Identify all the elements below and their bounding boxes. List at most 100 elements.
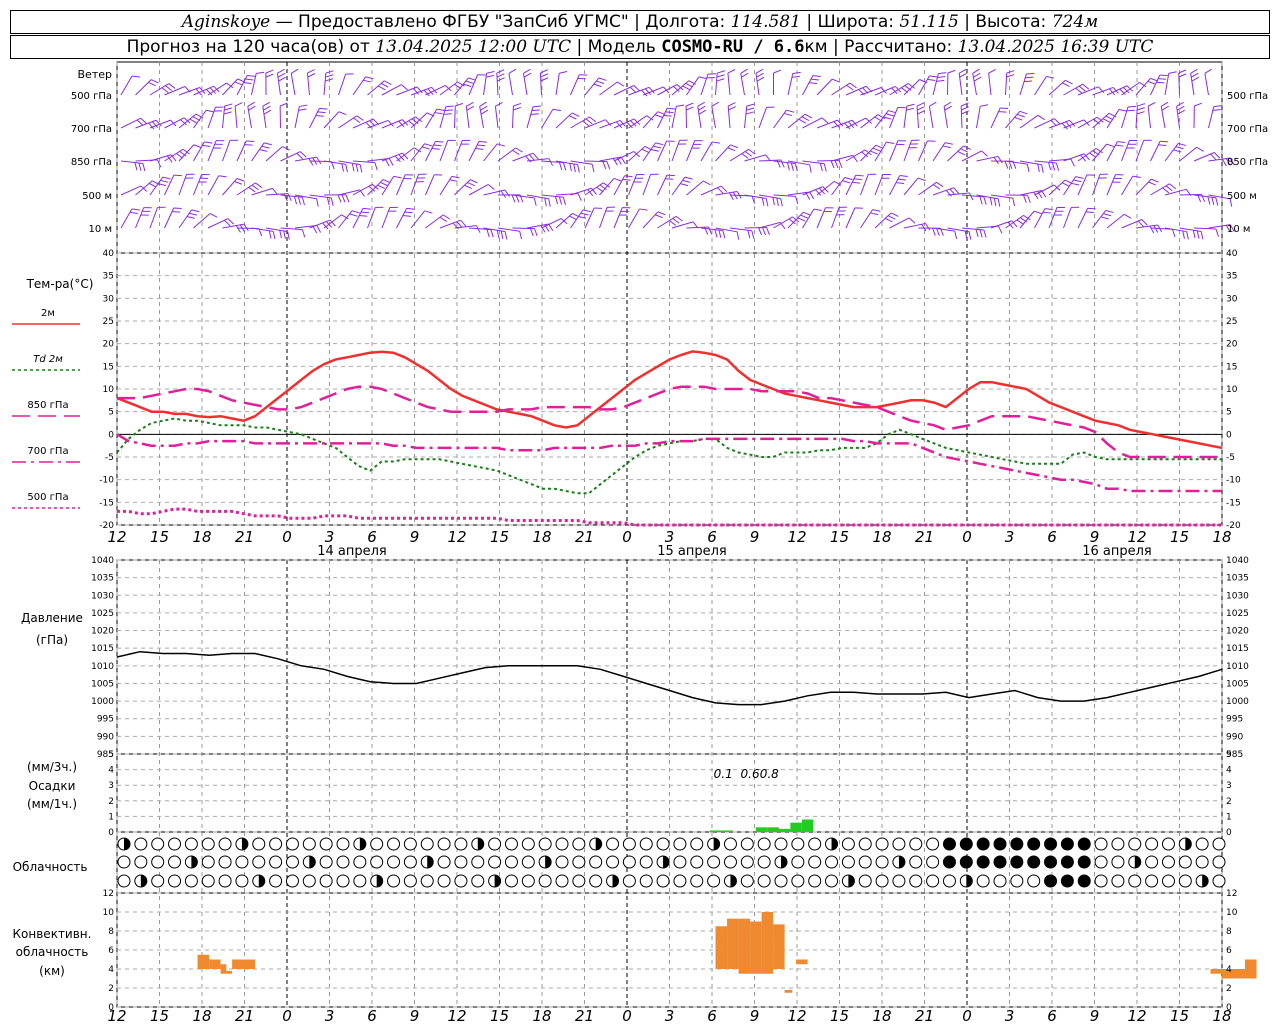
wind-barb-feather [936,227,940,236]
cloud-symbol [723,855,737,869]
conv-unit: (км) [39,964,65,978]
wind-barb [918,75,930,96]
cloud-circle [1010,837,1024,851]
wind-barb-feather [1173,149,1182,153]
wind-barb [1048,79,1066,96]
wind-barb-feather [961,110,970,115]
wind-barb-feather [832,78,840,83]
wind-barb-feather [960,148,969,153]
wind-barb-feather [532,105,541,108]
wind-barb-feather [908,217,916,224]
wind-barb-feather [1089,152,1097,158]
cloud-circle [555,874,569,888]
wind-barb [338,189,361,196]
wind-barb-feather [528,154,536,161]
wind-barb-feather [676,104,685,107]
cloud-circle [1212,855,1226,869]
wind-barb-feather [1210,153,1217,161]
wind-barb [657,108,668,129]
cloud-symbol [993,855,1007,869]
temp-ytick: 30 [1226,294,1238,304]
wind-barb-feather [573,163,576,172]
wind-barb [439,140,449,162]
cloud-symbol [942,837,956,851]
wind-barb-feather [844,176,853,181]
cloud-symbol [1178,874,1192,888]
wind-barb-feather [727,147,736,152]
wind-barb-feather [762,227,767,236]
conv-title-2: облачность [16,945,89,959]
wind-barb [555,213,573,229]
cloud-symbol [690,837,704,851]
cloud-symbol [218,874,232,888]
wind-barb-feather [837,119,844,127]
wind-barb-feather [1200,231,1204,240]
wind-barb-feather [938,72,947,75]
wind-barb-feather [703,180,711,186]
cloud-circle [1111,855,1125,869]
conv-ytick: 0 [108,1003,114,1013]
precip-bar [790,822,802,832]
wind-barb [381,207,391,229]
wind-barb-feather [263,142,272,146]
wind-barb-feather [496,73,505,78]
wind-barb [1135,178,1152,196]
wind-barb-feather [800,214,809,219]
wind-barb-feather [1175,146,1184,150]
wind-barb [990,220,1012,229]
pres-ytick: 985 [1226,750,1243,760]
wind-barb-feather [665,178,674,180]
wind-barb-feather [272,188,278,195]
prec-ytick: 0 [108,828,114,838]
wind-barb-feather [727,102,736,107]
cloud-circle [1010,874,1024,888]
cloud-symbol [909,874,923,888]
wind-barb [599,207,608,229]
wind-barb-feather [730,144,739,149]
cloud-symbol [235,855,249,869]
wind-barb-feather [1025,76,1034,79]
wind-barb-feather [629,86,637,94]
pres-ytick: 1040 [1226,556,1249,566]
wind-barb-feather [979,196,983,205]
wind-barb-feather [359,215,368,217]
wind-barb [1048,179,1066,196]
wind-barb-feather [852,181,861,184]
wind-barb-feather [943,101,952,107]
wind-barb [671,106,677,129]
wind-barb [207,82,227,96]
cloud-symbol [370,855,384,869]
wind-barb-feather [148,81,156,87]
wind-barb-feather [844,122,851,130]
wind-barb-feather [895,182,905,185]
wind-barb [700,141,713,162]
wind-barb-feather [1151,178,1159,183]
cloud-symbol [774,837,788,851]
wind-barb-feather [761,197,765,206]
wind-barb [715,144,731,162]
wind-barb-feather [223,111,232,115]
wind-barb-feather [377,85,386,91]
wind-barb-feather [958,68,967,74]
wind-barb [494,106,499,129]
hour-tick-label: 18 [192,528,211,546]
wind-barb-feather [591,187,597,195]
wind-barb-feather [540,225,546,233]
cloud-symbol [858,874,872,888]
wind-barb [222,78,238,96]
cloud-symbol [740,874,754,888]
wind-barb [410,112,428,129]
wind-barb [889,175,901,196]
wind-barb-feather [1085,211,1094,213]
wind-barb-feather [234,102,243,107]
wind-barb [758,107,768,129]
wind-barb [294,106,300,129]
cloud-circle [184,837,198,851]
hour-tick-label: 3 [665,528,675,546]
wind-barb-feather [131,208,140,211]
wind-barb-feather [682,85,690,91]
wind-barb-feather [202,144,211,148]
hour-tick-label: 6 [367,528,377,546]
wind-barb [1121,140,1130,162]
wind-barb-feather [853,178,862,181]
